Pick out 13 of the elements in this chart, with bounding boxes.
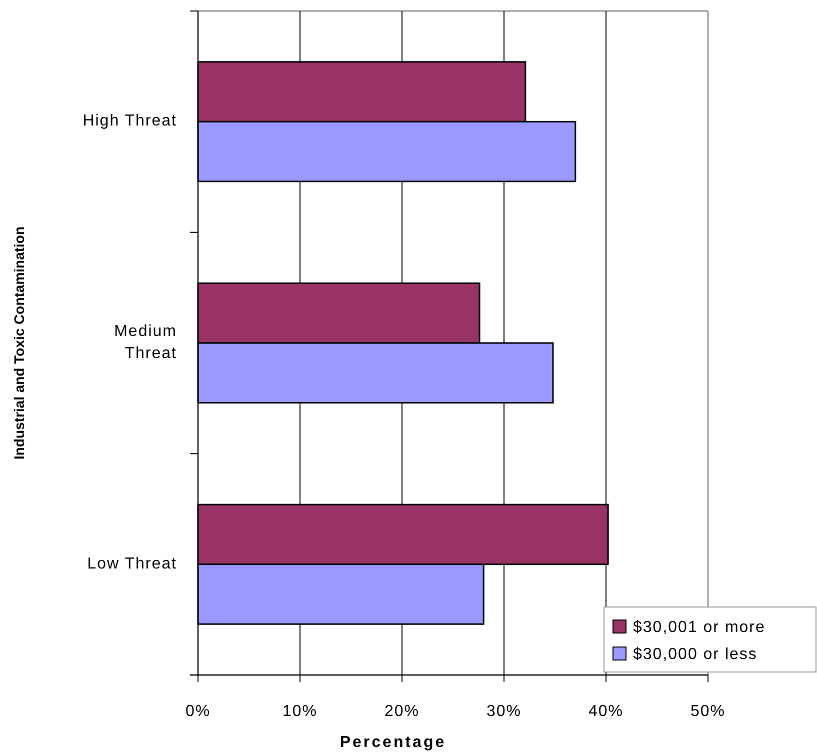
x-tick-label: 50%	[690, 703, 726, 720]
y-tick-label: High Threat	[82, 112, 177, 130]
y-tick-label: Low Threat	[87, 556, 177, 573]
x-tick-label: 30%	[486, 703, 522, 720]
x-tick-label: 10%	[282, 703, 318, 720]
y-tick-label: Medium Threat	[114, 323, 177, 362]
y-axis-title: Industrial and Toxic Contamination	[11, 226, 27, 460]
x-axis-title: Percentage	[340, 734, 446, 751]
x-tick-label: 0%	[185, 703, 211, 720]
legend-label: $30,001 or more	[633, 619, 766, 636]
legend-label: $30,000 or less	[633, 646, 758, 663]
x-tick-label: 20%	[384, 703, 420, 720]
x-tick-label: 40%	[588, 703, 624, 720]
